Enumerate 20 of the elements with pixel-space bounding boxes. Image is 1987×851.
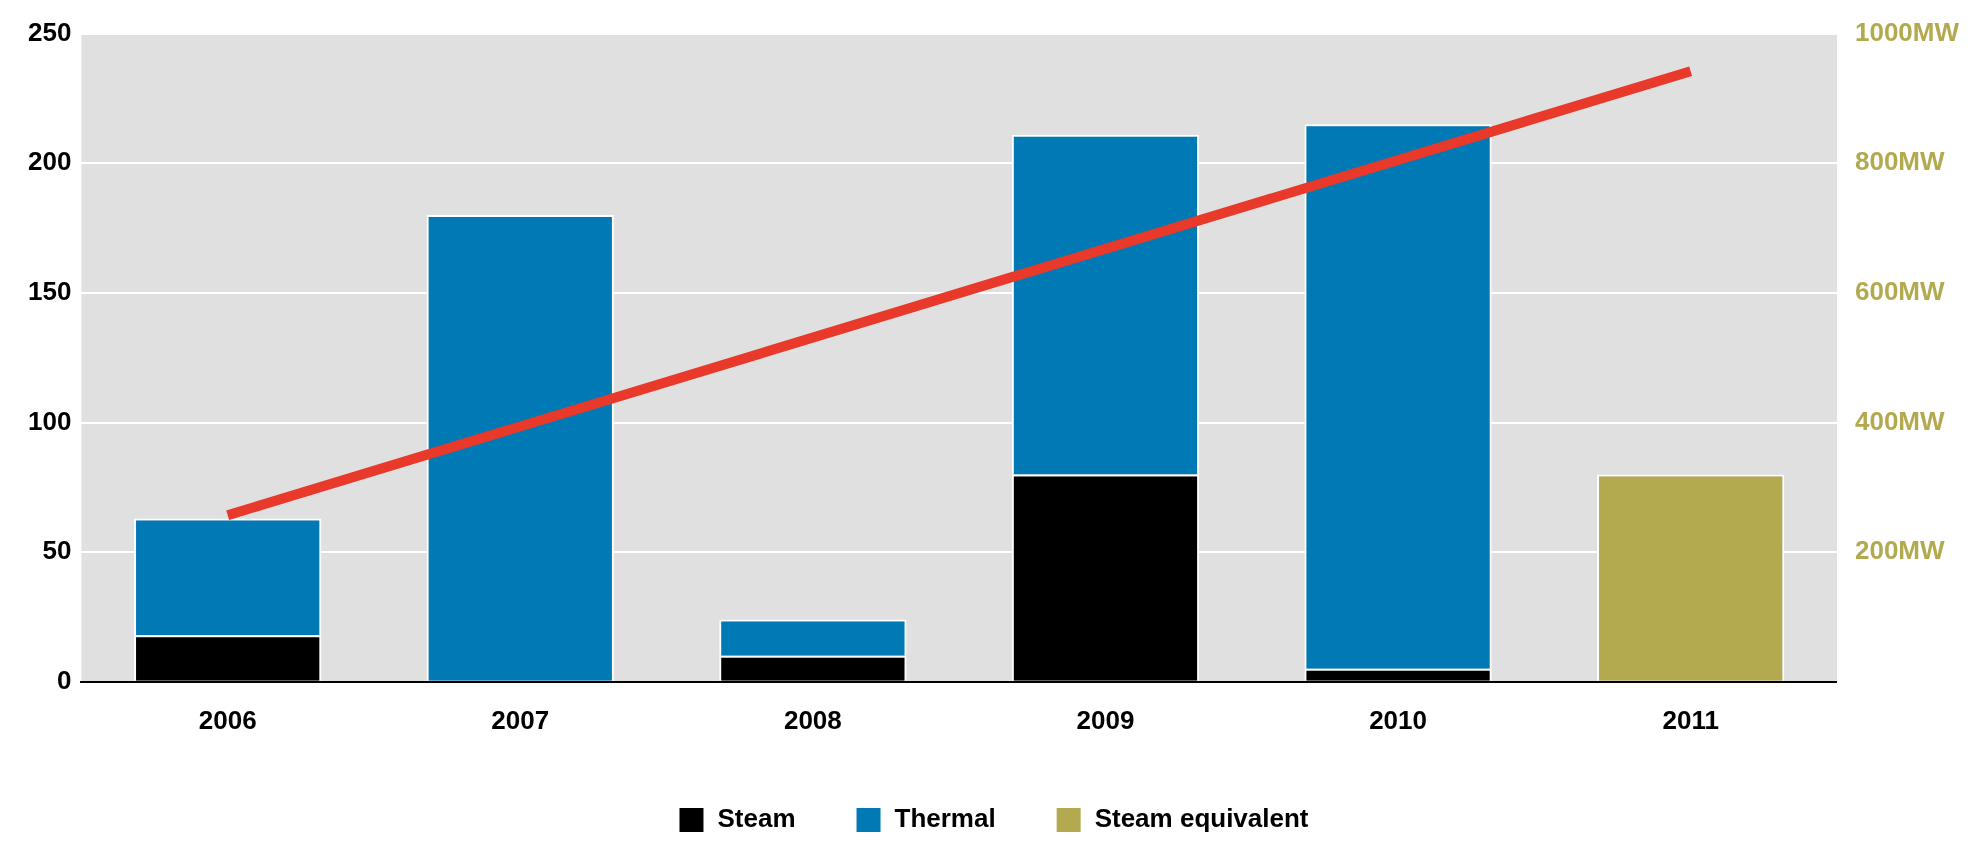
x-tick-label: 2007 [491, 704, 550, 735]
y2-tick-label: 1000MW [1854, 16, 1960, 47]
y2-tick-label: 800MW [1854, 146, 1945, 177]
y-tick-label: 50 [42, 535, 72, 566]
y-tick-label: 150 [27, 276, 72, 307]
y2-tick-label: 200MW [1854, 535, 1945, 566]
y-tick-label: 250 [27, 16, 72, 47]
legend-label: Steam equivalent [1094, 803, 1309, 834]
y-tick-label: 0 [56, 664, 72, 695]
x-tick-label: 2009 [1076, 704, 1135, 735]
x-tick-label: 2010 [1369, 704, 1427, 735]
y2-tick-label: 600MW [1854, 276, 1945, 307]
y-tick-label: 200 [27, 146, 72, 177]
legend-label: Thermal [894, 803, 996, 834]
legend-label: Steam [717, 803, 796, 834]
y-tick-label: 100 [27, 405, 72, 436]
y2-tick-label: 400MW [1854, 405, 1945, 436]
x-tick-label: 2008 [783, 704, 842, 735]
x-tick-label: 2006 [198, 704, 257, 735]
x-tick-label: 2011 [1662, 704, 1719, 735]
